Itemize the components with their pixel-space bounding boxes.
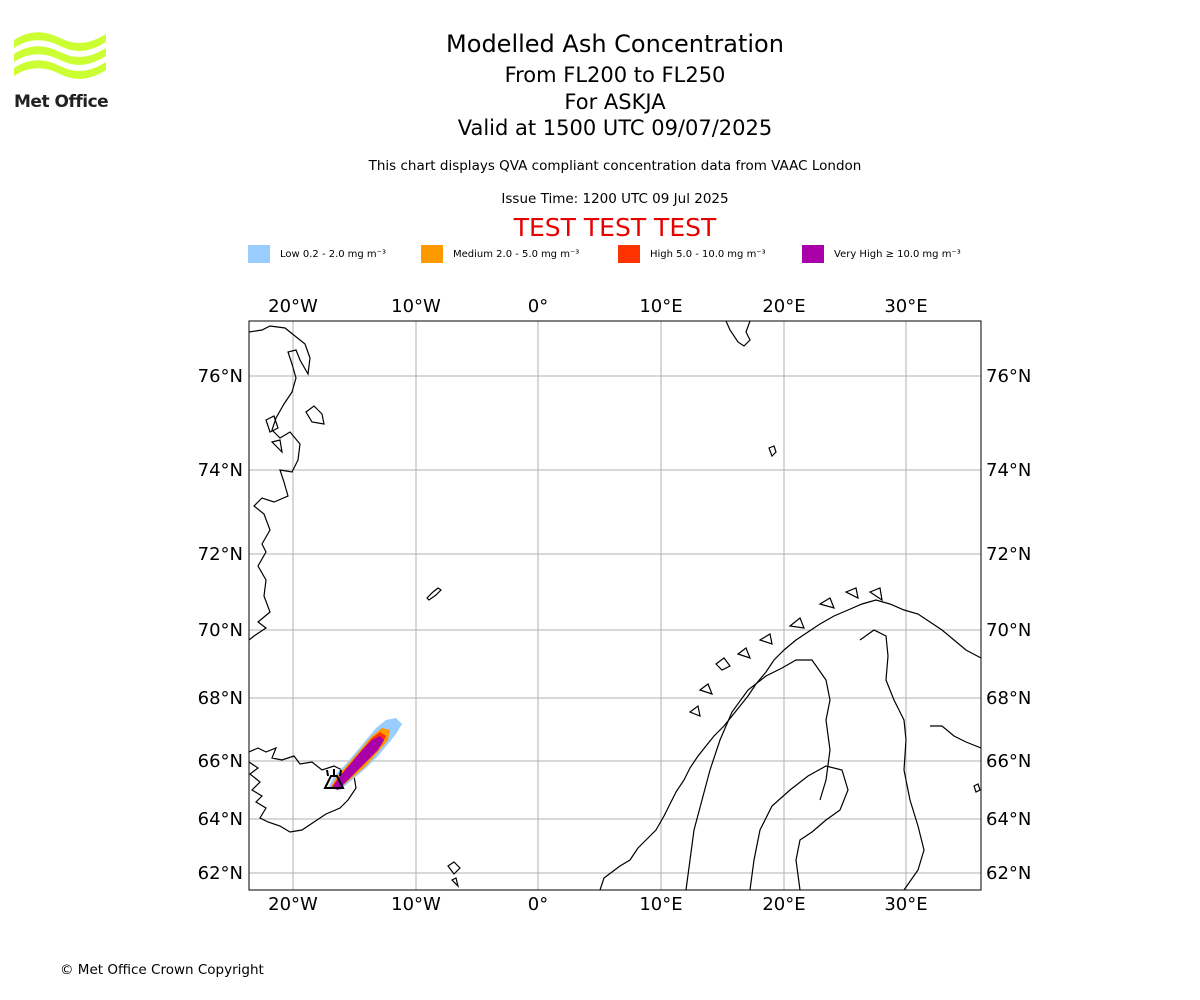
met-office-logo-waves (14, 32, 106, 79)
lon-tick-top: 20°E (762, 296, 805, 317)
test-banner: TEST TEST TEST (513, 213, 717, 242)
lat-tick-right: 72°N (986, 544, 1031, 565)
lat-tick-right: 62°N (986, 863, 1031, 884)
map-gridlines (249, 321, 981, 890)
lat-tick-left: 76°N (198, 366, 243, 387)
coast-white-sea (973, 783, 981, 793)
coast-faroe (447, 861, 461, 888)
ash-plume (328, 718, 402, 790)
volcano-icon (323, 769, 345, 789)
lon-tick-bottom: 10°W (391, 894, 441, 915)
legend-unit-high: mg m⁻³ (727, 248, 766, 260)
issue-time: Issue Time: 1200 UTC 09 Jul 2025 (501, 191, 729, 207)
coast-greenland (249, 325, 311, 641)
coast-bothnia (749, 765, 849, 890)
legend-item-high: High 5.0 - 10.0 mg m⁻³ (618, 244, 766, 264)
legend-unit-low: mg m⁻³ (347, 248, 386, 260)
legend-swatch-low (248, 245, 270, 263)
coast-greenland-islands (265, 405, 325, 454)
border-finland (859, 629, 925, 890)
border-sweden-norway (685, 659, 831, 890)
lon-tick-top: 0° (528, 296, 548, 317)
lat-tick-right: 74°N (986, 460, 1031, 481)
coast-svalbard (725, 321, 751, 347)
logo-text: Met Office (14, 92, 109, 112)
legend-label-high: High 5.0 - 10.0 (650, 248, 725, 260)
legend-label-very-high: Very High ≥ 10.0 (834, 248, 920, 260)
legend-unit-medium: mg m⁻³ (540, 248, 580, 260)
lon-tick-top: 10°E (639, 296, 682, 317)
lon-tick-bottom: 20°W (268, 894, 318, 915)
coast-jan-mayen (426, 587, 442, 601)
lat-tick-left: 70°N (198, 620, 243, 641)
flight-levels: From FL200 to FL250 (504, 63, 726, 87)
lat-tick-right: 66°N (986, 751, 1031, 772)
lon-tick-top: 20°W (268, 296, 318, 317)
lat-tick-right: 76°N (986, 366, 1031, 387)
legend-swatch-very-high (802, 245, 824, 263)
lat-tick-left: 62°N (198, 863, 243, 884)
legend-unit-very-high: mg m⁻³ (922, 248, 961, 260)
legend-item-very-high: Very High ≥ 10.0 mg m⁻³ (802, 244, 961, 264)
lon-tick-bottom: 0° (528, 894, 548, 915)
lon-tick-top: 30°E (884, 296, 927, 317)
met-office-logo: Met Office (14, 30, 109, 112)
lat-tick-left: 72°N (198, 544, 243, 565)
lat-tick-right: 64°N (986, 809, 1031, 830)
lat-tick-right: 70°N (986, 620, 1031, 641)
coast-norway (599, 599, 981, 890)
lat-tick-left: 68°N (198, 688, 243, 709)
lon-tick-bottom: 30°E (884, 894, 927, 915)
coast-kola (930, 725, 981, 749)
lon-tick-top: 10°W (391, 296, 441, 317)
ash-plume-very-high (332, 736, 384, 790)
map-frame (248, 320, 982, 891)
legend-item-low: Low 0.2 - 2.0 mg m⁻³ (248, 244, 386, 264)
copyright-footer: © Met Office Crown Copyright (60, 962, 264, 978)
coast-iceland (249, 746, 357, 833)
lat-tick-left: 64°N (198, 809, 243, 830)
legend-swatch-medium (421, 245, 443, 263)
coast-bear-island (768, 445, 777, 458)
legend-item-medium: Medium 2.0 - 5.0 mg m⁻³ (421, 244, 579, 264)
lat-tick-right: 68°N (986, 688, 1031, 709)
coast-norway-islands (688, 587, 883, 717)
lat-tick-left: 74°N (198, 460, 243, 481)
lat-tick-left: 66°N (198, 751, 243, 772)
lon-tick-bottom: 20°E (762, 894, 805, 915)
legend-swatch-high (618, 245, 640, 263)
chart-title: Modelled Ash Concentration (446, 30, 784, 58)
valid-time: Valid at 1500 UTC 09/07/2025 (457, 116, 773, 140)
legend-label-low: Low 0.2 - 2.0 (280, 248, 345, 260)
coastlines (249, 321, 981, 890)
volcano-name: For ASKJA (564, 90, 666, 114)
legend-label-medium: Medium 2.0 - 5.0 (453, 248, 538, 260)
lon-tick-bottom: 10°E (639, 894, 682, 915)
chart-description: This chart displays QVA compliant concen… (368, 158, 862, 174)
